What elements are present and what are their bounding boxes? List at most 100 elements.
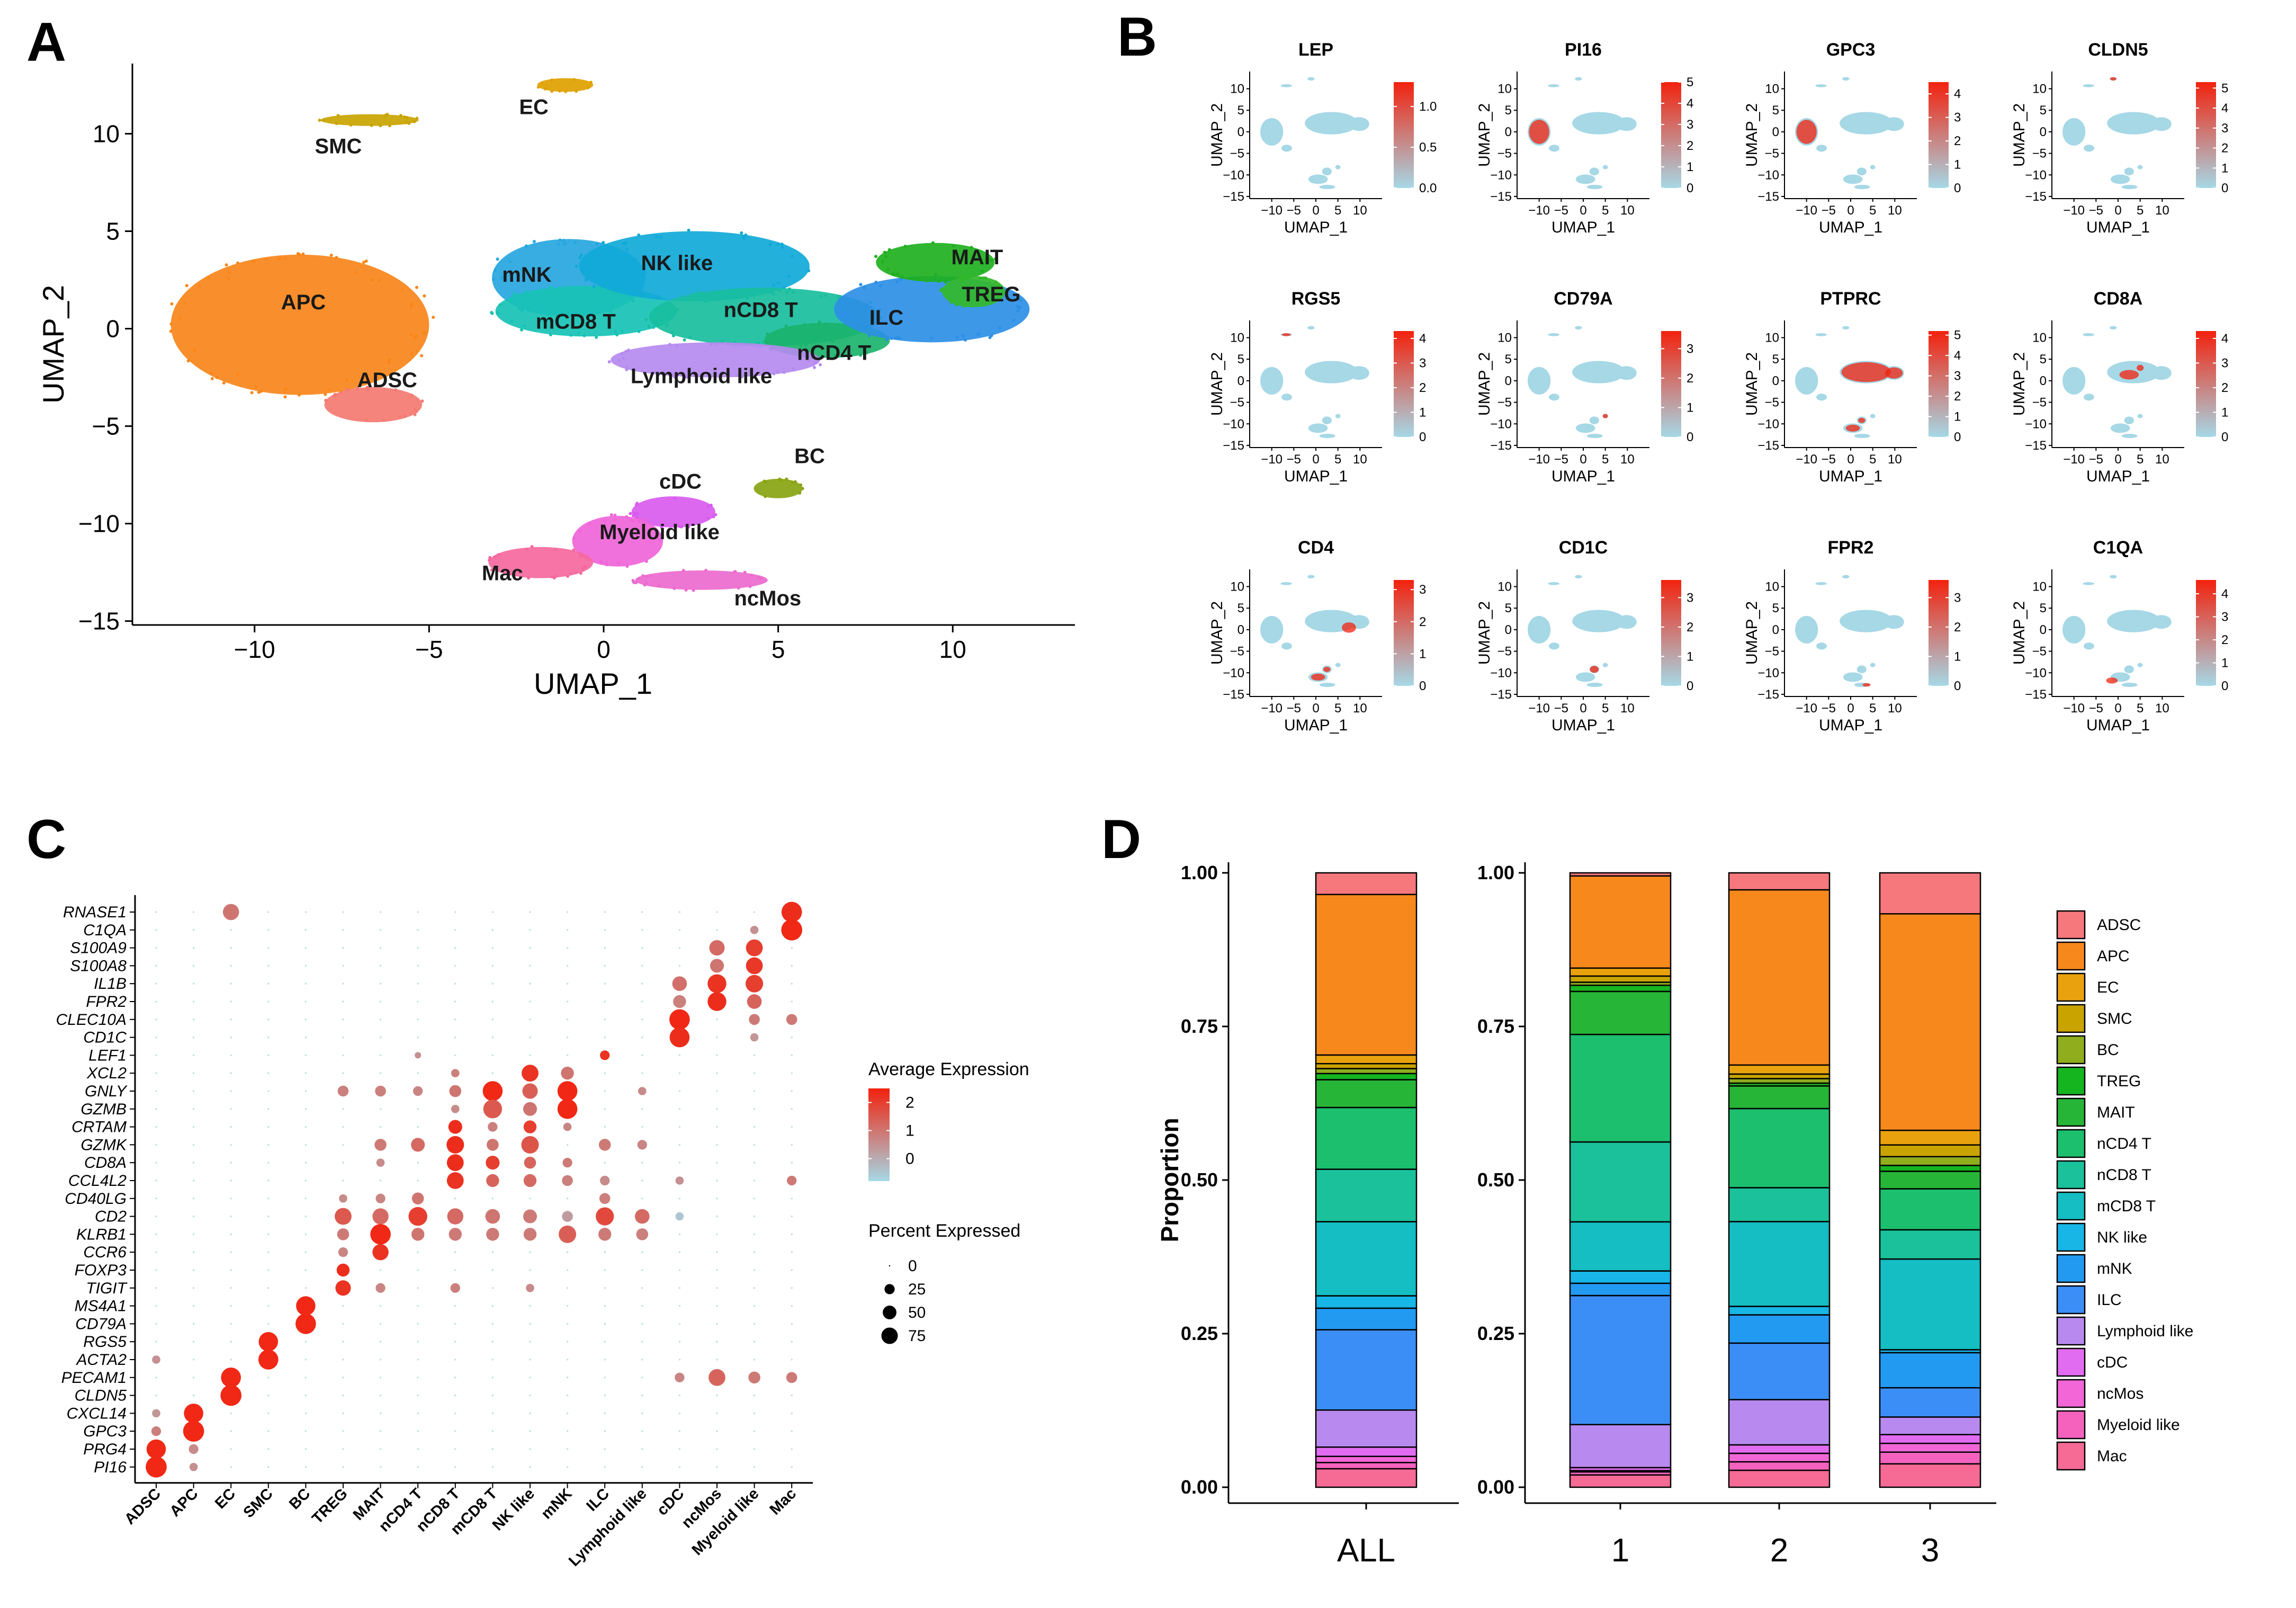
- cluster-point-lymphoid-like: [812, 365, 816, 369]
- cluster-point-myeloid-like: [613, 518, 617, 522]
- feature-cells: [2083, 582, 2095, 585]
- dot-background: [604, 946, 606, 949]
- cluster-point-lymphoid-like: [816, 357, 820, 361]
- dot-background: [716, 1430, 718, 1432]
- dot-background: [192, 1054, 195, 1057]
- cluster-point-lymphoid-like: [736, 373, 739, 377]
- feature-plot-rgs5: RGS5−10 −5 0 5 10−15−10−50510UMAP_1UMAP_2012…: [1208, 289, 1426, 485]
- cluster-point-lymphoid-like: [622, 357, 625, 361]
- feature-cells: [1549, 394, 1559, 401]
- dot-cd2-mnk: [562, 1211, 573, 1222]
- feature-colorbar-gpc3: [1929, 82, 1949, 188]
- umap-x-tick-label: 0: [597, 636, 611, 663]
- umap-y-tick-label: 10: [93, 120, 120, 148]
- cluster-point-mcd8-t: [577, 332, 581, 335]
- cluster-point-ncd8-t: [644, 318, 648, 321]
- dot-background: [529, 911, 531, 913]
- cluster-myeloid-like: [572, 515, 663, 567]
- cluster-point-ec: [550, 90, 554, 93]
- cluster-point-bc: [798, 491, 802, 495]
- bar-segment-2-mac: [1728, 1469, 1831, 1488]
- dot-background: [379, 1000, 382, 1003]
- feature-y-tick-label: 10: [1497, 82, 1512, 96]
- cluster-point-mnk: [492, 278, 496, 281]
- cluster-point-nk-like: [742, 236, 746, 240]
- feature-colorbar-rgs5: [1394, 331, 1414, 437]
- bar-segment-1-ncd4-t: [1569, 1033, 1672, 1143]
- cluster-point-nk-like: [608, 284, 612, 288]
- dot-background: [155, 1144, 157, 1146]
- colorbar-tick-label: 2: [1419, 615, 1426, 629]
- bar-3: [1879, 872, 1981, 1488]
- dot-background: [641, 1377, 643, 1379]
- dot-gzmb-mnk: [557, 1099, 578, 1119]
- feature-title-cd8a: CD8A: [2094, 289, 2143, 309]
- feature-x-tick-label: −5: [1287, 203, 1301, 218]
- cluster-point-ncd4-t: [803, 323, 807, 327]
- cluster-point-nk-like: [790, 254, 794, 258]
- dot-background: [417, 1269, 419, 1271]
- cluster-point-ncd8-t: [658, 305, 662, 309]
- dot-background: [529, 1377, 531, 1379]
- dot-background: [417, 946, 419, 949]
- cluster-label-mait: MAIT: [952, 246, 1003, 269]
- dot-klrb1-mcd8-t: [486, 1228, 499, 1241]
- bar-segment-2-ilc: [1728, 1342, 1831, 1400]
- cluster-point-mnk: [508, 260, 512, 263]
- gene-label-cd2: CD2: [95, 1208, 127, 1226]
- cluster-point-nk-like: [622, 242, 626, 246]
- percent-legend-dot: [884, 1284, 895, 1294]
- feature-cells: [1815, 84, 1827, 87]
- cluster-point-ilc: [1015, 305, 1019, 308]
- cluster-point-ncmos: [704, 568, 708, 572]
- dot-background: [641, 1125, 643, 1128]
- panel-letter-b: B: [1117, 6, 1157, 68]
- dot-background: [192, 1036, 195, 1039]
- dot-background: [379, 1036, 382, 1039]
- colorbar-tick-label: 1.0: [1419, 100, 1437, 114]
- colorbar-tick-label: 4: [1687, 96, 1693, 111]
- cluster-point-apc: [329, 253, 333, 257]
- dot-background: [566, 911, 569, 913]
- bar-segment-all-ec: [1315, 1054, 1418, 1065]
- dot-background: [678, 1251, 681, 1253]
- cluster-point-nk-like: [588, 255, 591, 259]
- dot-background: [529, 1448, 531, 1450]
- cluster-point-nk-like: [588, 271, 592, 274]
- feature-x-axis-label: UMAP_1: [1551, 717, 1615, 734]
- dot-background: [566, 1000, 569, 1003]
- cluster-point-ncmos: [748, 585, 752, 588]
- dot-background: [491, 1448, 494, 1450]
- feature-x-tick-label: 10: [1888, 701, 1902, 716]
- cluster-point-cdc: [629, 512, 632, 515]
- dot-background: [791, 1072, 793, 1074]
- dot-background: [267, 982, 270, 985]
- cluster-point-apc: [215, 376, 219, 379]
- dot-background: [491, 1269, 494, 1271]
- colorbar-tick-label: 1: [1954, 410, 1961, 424]
- dot-background: [716, 1162, 718, 1164]
- feature-colorbar-cd79a: [1661, 331, 1681, 437]
- cluster-point-mait: [980, 270, 984, 273]
- cluster-point-mcd8-t: [595, 335, 598, 339]
- feature-cells: [1549, 145, 1559, 152]
- dot-background: [192, 1108, 195, 1110]
- dot-background: [192, 929, 195, 931]
- cluster-point-mait: [931, 241, 935, 245]
- cluster-point-nk-like: [635, 291, 639, 295]
- feature-expressing-cells-cdc: [1590, 666, 1599, 673]
- legend-label-nk-like: NK like: [2097, 1229, 2147, 1246]
- dot-acta2-adsc: [152, 1355, 160, 1364]
- colorbar-tick-label: 3: [1687, 591, 1693, 605]
- legend-label-ncmos: ncMos: [2097, 1385, 2143, 1402]
- dot-cldn5-ec: [220, 1384, 242, 1406]
- cluster-point-apc: [362, 261, 366, 264]
- dot-background: [267, 911, 270, 913]
- feature-y-tick-label: 0: [1237, 374, 1244, 388]
- cluster-point-apc: [409, 333, 413, 336]
- cluster-point-ilc: [976, 333, 980, 336]
- dot-background: [304, 1180, 307, 1182]
- dot-background: [454, 1466, 456, 1468]
- feature-expressing-cells-mac: [2106, 677, 2118, 684]
